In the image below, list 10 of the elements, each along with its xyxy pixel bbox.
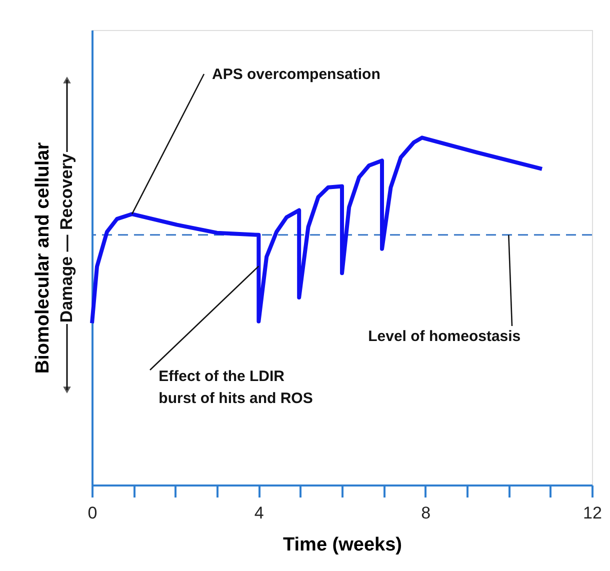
annotation: Effect of the LDIR burst of hits and ROS bbox=[158, 368, 313, 408]
x-tick-label: 0 bbox=[88, 504, 98, 522]
x-axis-title: Time (weeks) bbox=[283, 534, 402, 556]
x-tick-label: 8 bbox=[421, 504, 431, 522]
annotation: APS overcompensation bbox=[212, 66, 380, 84]
text: Damage — Recovery bbox=[57, 152, 76, 323]
x-tick-label: 12 bbox=[583, 504, 602, 522]
y-axis-title: Biomolecular and cellular bbox=[32, 142, 54, 374]
x-tick-label: 4 bbox=[254, 504, 264, 522]
annotation: Level of homeostasis bbox=[368, 328, 521, 345]
